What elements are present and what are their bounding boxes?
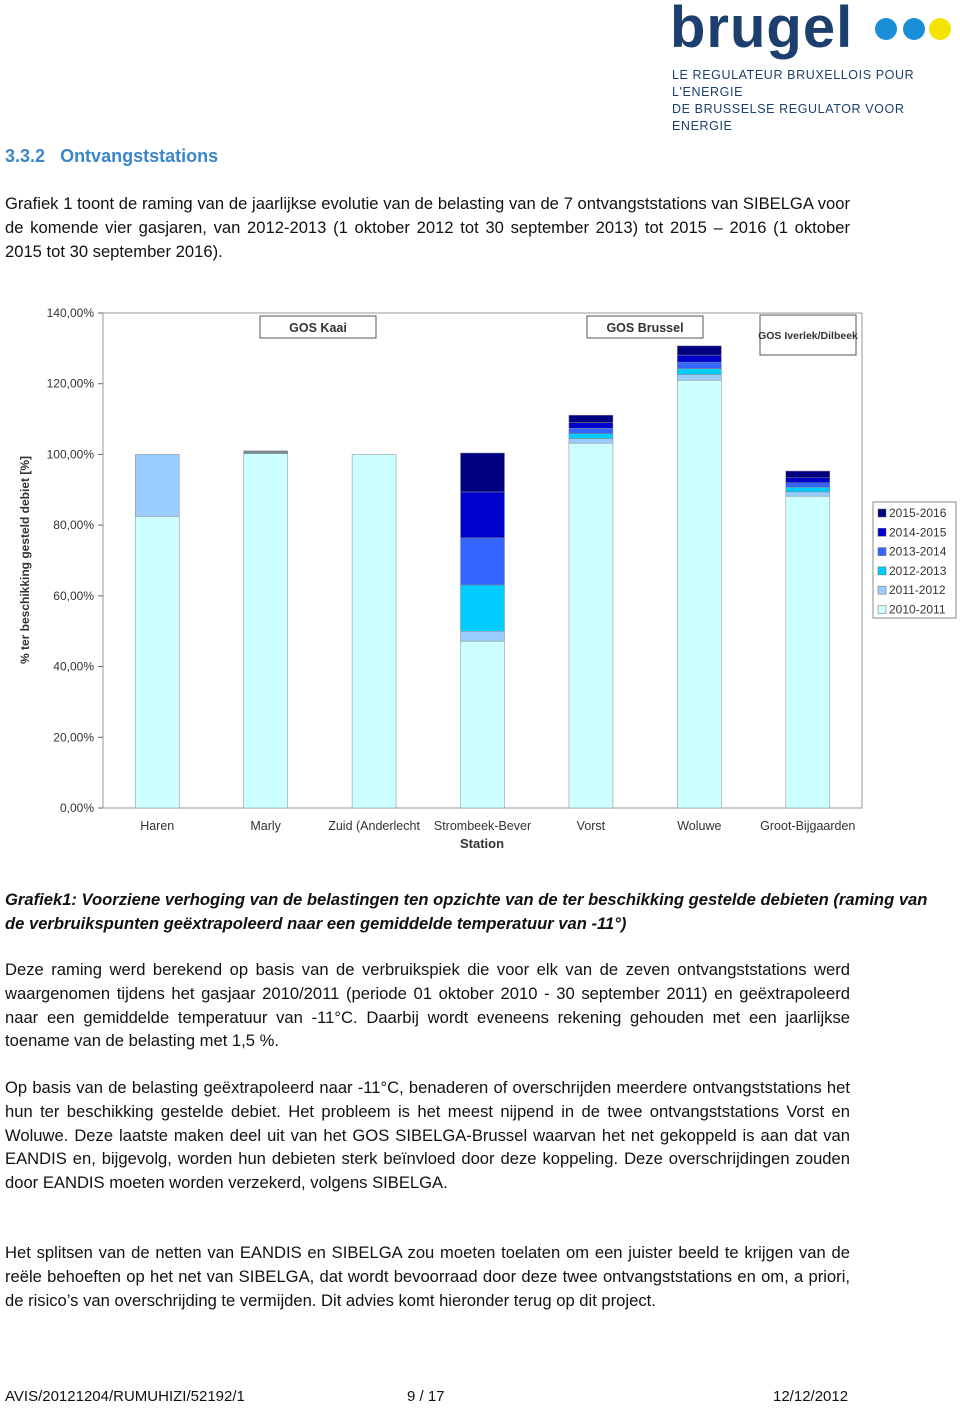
annotation: GOS Kaai (289, 321, 347, 335)
x-tick-label: Groot-Bijgaarden (760, 819, 855, 833)
legend-label: 2012-2013 (889, 564, 947, 578)
y-tick-label: 60,00% (53, 589, 94, 603)
legend-swatch (877, 528, 887, 537)
annotation-box (759, 314, 857, 356)
legend-label: 2015-2016 (889, 506, 947, 520)
bar-segment (677, 374, 722, 381)
heading-number: 3.3.2 (5, 146, 46, 166)
bar-segment (677, 368, 722, 375)
footer-page: 9 / 17 (407, 1388, 445, 1405)
bar-segment (568, 442, 614, 809)
legend-label: 2013-2014 (889, 545, 947, 559)
bar-segment (677, 354, 722, 363)
bar-segment (785, 470, 831, 479)
tagline-line: LE REGULATEUR BRUXELLOIS POUR L'ENERGIE (672, 68, 915, 99)
intro: Grafiek 1 toont de raming van de jaarlij… (5, 194, 850, 261)
bar-segment (568, 414, 614, 423)
legend-label: 2010-2011 (889, 603, 946, 617)
y-tick-label: 140,00% (47, 306, 95, 320)
heading-title: Ontvangststations (60, 146, 219, 166)
logo-dot (903, 18, 925, 40)
paragraph: Op basis van de belasting geëxtrapoleerd… (5, 1078, 850, 1193)
y-axis-label: % ter beschikking gesteld debiet [%] (18, 456, 32, 664)
chart: Station % ter beschikking gesteld debiet… (18, 306, 957, 851)
bar-segment (460, 537, 505, 586)
x-tick-label: Marly (250, 819, 281, 833)
bar-segment (351, 454, 397, 809)
bar-segment (785, 487, 831, 493)
bar-segment (568, 433, 614, 439)
heading: 3.3.2 Ontvangststations (5, 146, 218, 167)
footer-date: 12/12/2012 (773, 1388, 849, 1405)
legend-label: 2014-2015 (889, 525, 947, 539)
bar-segment (785, 482, 831, 488)
paragraph: Deze raming werd berekend op basis van d… (5, 960, 850, 1051)
bar-segment (677, 379, 722, 809)
x-tick-label: Woluwe (677, 819, 721, 833)
legend-swatch (877, 585, 887, 595)
logo: brugel (670, 0, 854, 60)
bar-segment (460, 452, 505, 493)
annotation-box (259, 315, 377, 339)
bar-segment (568, 428, 614, 434)
x-axis-label: Station (460, 836, 504, 851)
bar-segment (785, 491, 831, 497)
footer-reference: AVIS/20121204/RUMUHIZI/52192/1 (5, 1388, 245, 1405)
bar-segment (134, 454, 180, 517)
bar-segment (460, 640, 505, 809)
logo-dot (929, 18, 951, 40)
y-tick-label: 20,00% (53, 730, 94, 744)
bar-segment (460, 491, 505, 539)
bar-segment (460, 630, 505, 642)
bar-segment (460, 584, 505, 632)
legend-swatch (877, 566, 887, 576)
bar-segment (134, 516, 180, 809)
legend-label: 2011-2012 (889, 583, 946, 597)
y-tick-label: 120,00% (47, 377, 95, 391)
legend-swatch (877, 547, 887, 556)
x-tick-label: Zuid (Anderlecht (328, 819, 420, 833)
bar-segment (568, 438, 614, 444)
bar-segment (568, 422, 614, 429)
bar-segment (785, 477, 831, 483)
caption: Grafiek1: Voorziene verhoging van de bel… (5, 890, 928, 933)
y-tick-label: 40,00% (53, 660, 94, 674)
legend-swatch (877, 605, 887, 614)
legend-box (872, 501, 957, 619)
x-tick-label: Haren (140, 819, 174, 833)
bar-segment (677, 361, 722, 369)
y-tick-label: 100,00% (47, 447, 95, 461)
annotation: GOS Iverlek/Dilbeek (758, 330, 858, 342)
bar-segment (243, 453, 288, 809)
y-tick-label: 0,00% (60, 801, 94, 815)
legend-swatch (877, 508, 887, 518)
bar-segment (785, 495, 831, 809)
logo-dot (875, 18, 897, 40)
annotation: GOS Brussel (606, 321, 683, 335)
tagline: LE REGULATEUR BRUXELLOIS POUR L'ENERGIE … (672, 67, 960, 135)
y-tick-label: 80,00% (53, 518, 94, 532)
x-tick-label: Vorst (577, 819, 606, 833)
paragraph: Het splitsen van de netten van EANDIS en… (5, 1243, 850, 1310)
bar-segment (677, 345, 722, 356)
tagline-line: DE BRUSSELSE REGULATOR VOOR ENERGIE (672, 102, 905, 133)
x-tick-label: Strombeek-Bever (434, 819, 531, 833)
annotation-box (586, 315, 704, 339)
